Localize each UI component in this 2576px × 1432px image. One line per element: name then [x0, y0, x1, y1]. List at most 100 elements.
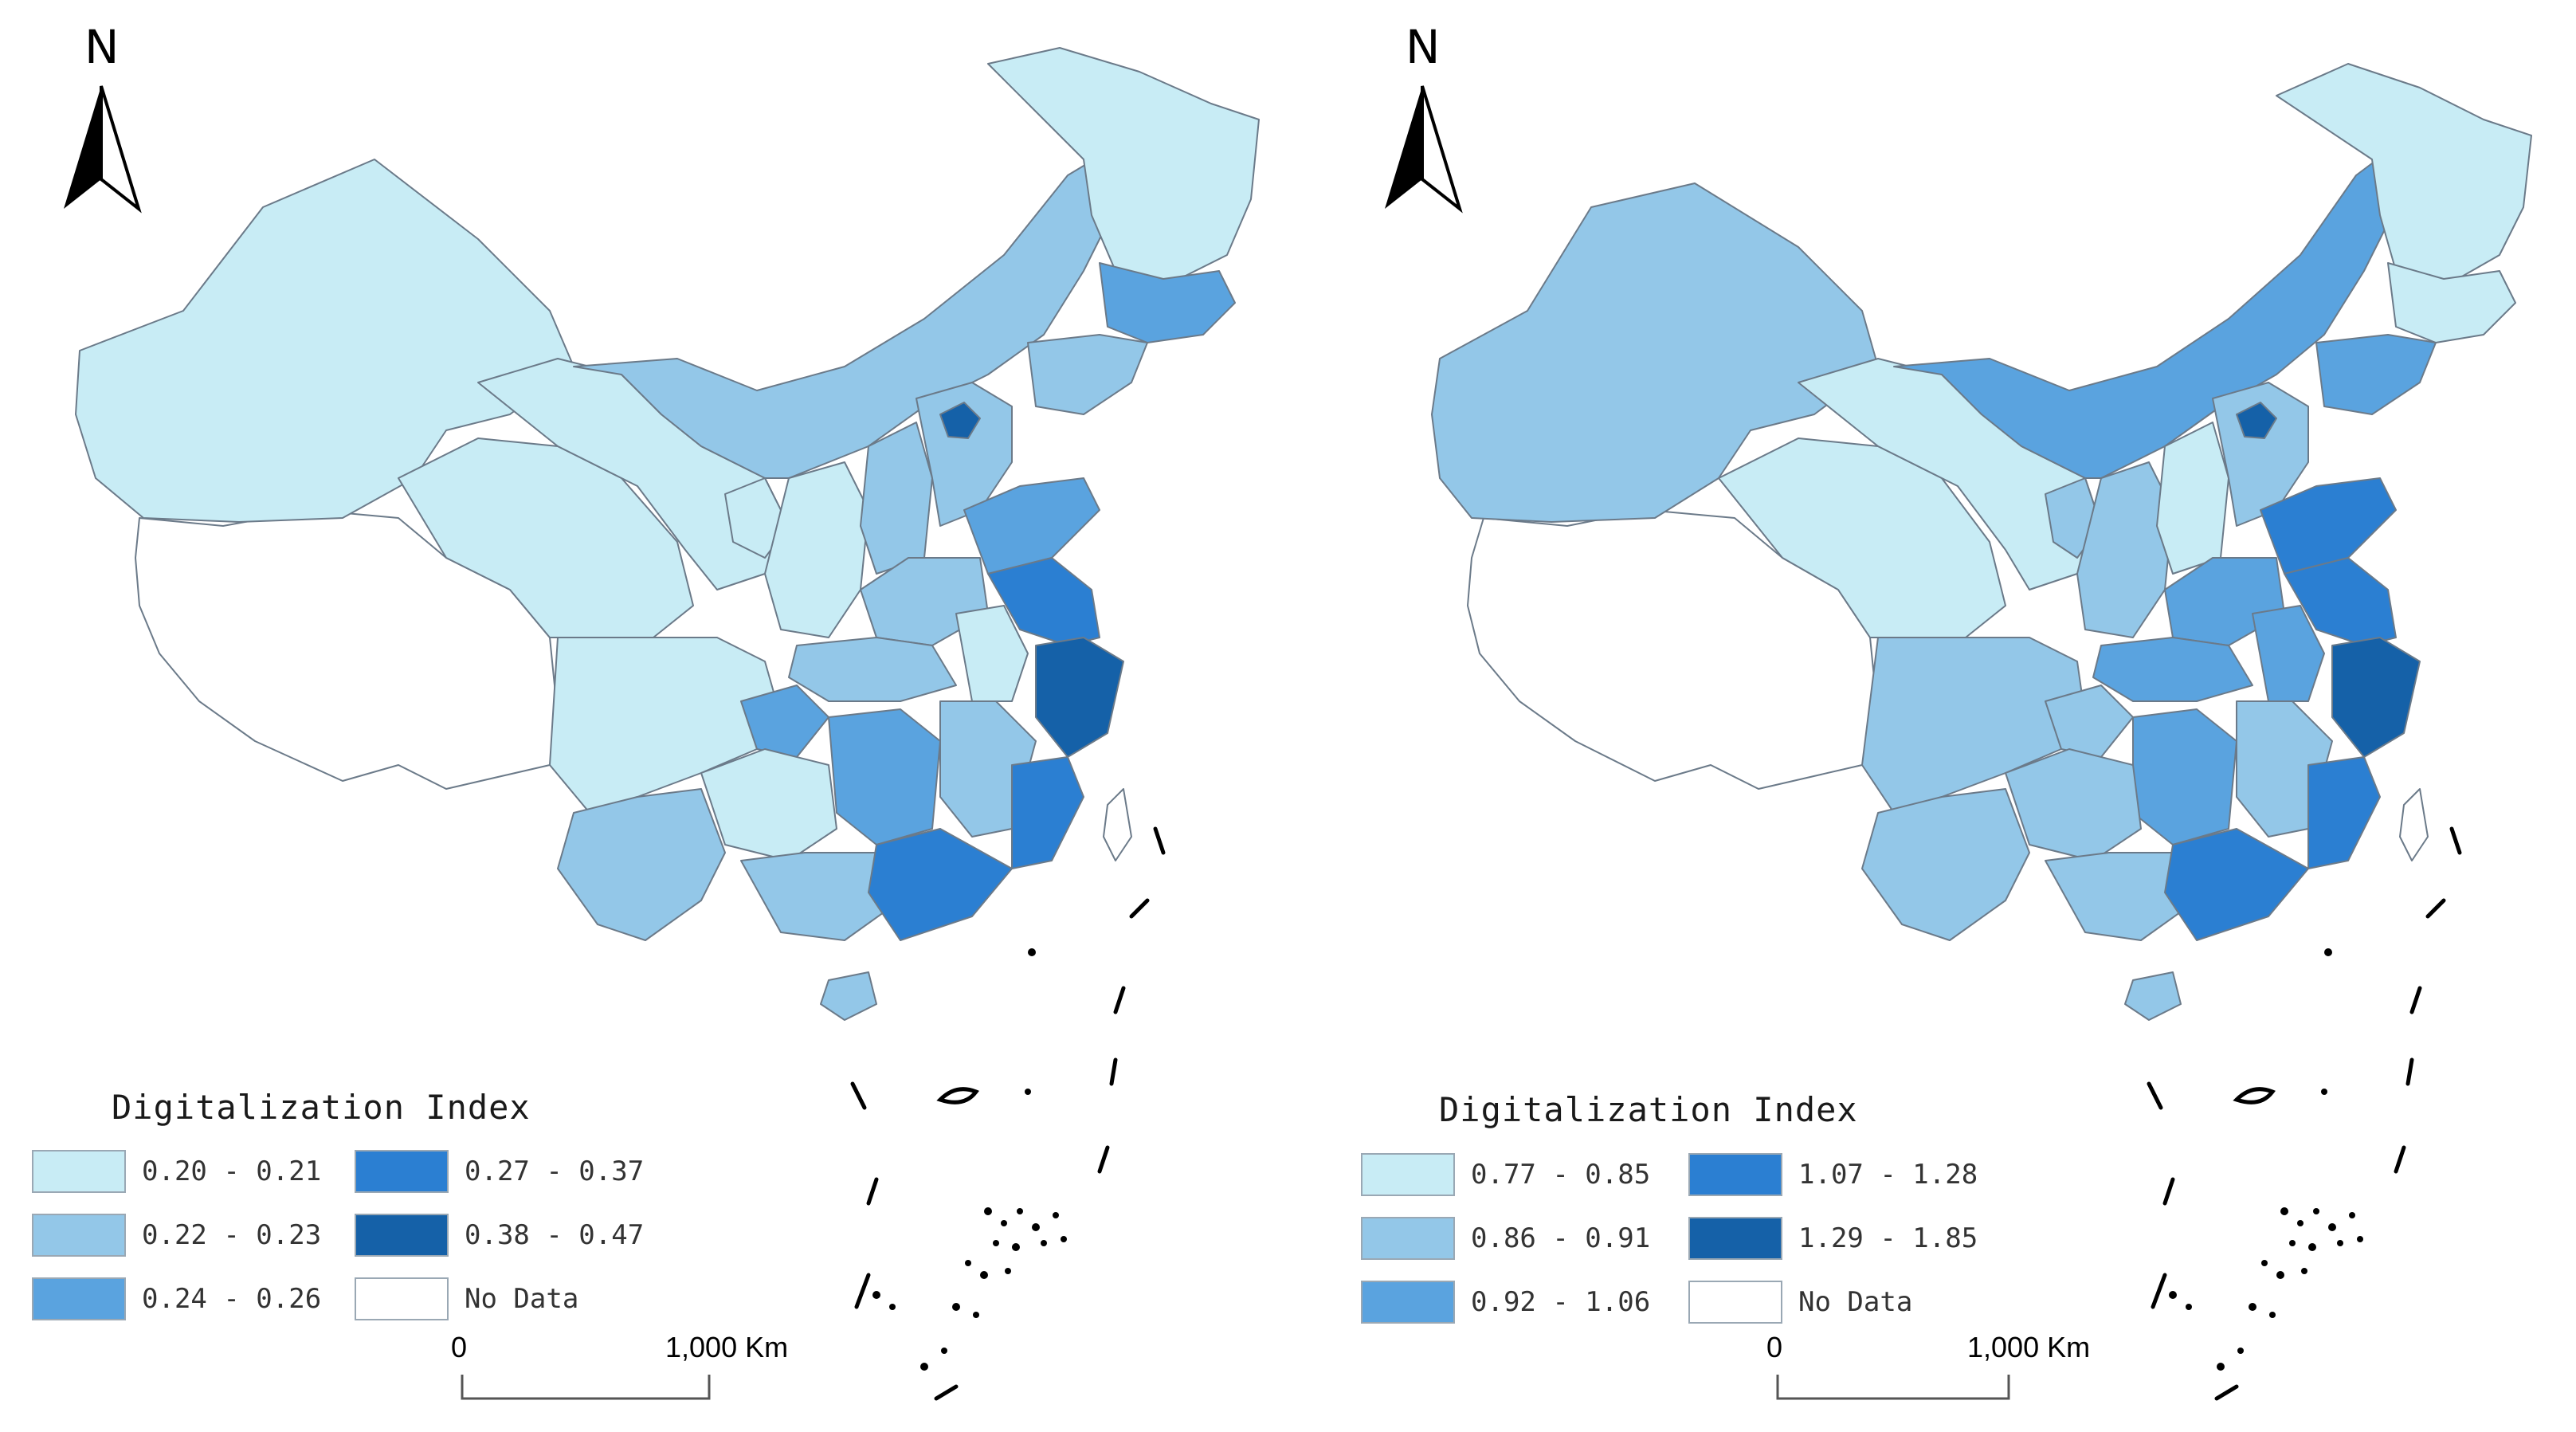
- region-beijing: [2236, 402, 2277, 439]
- legend-swatch: [1688, 1217, 1782, 1260]
- south-sea-boundary: [2147, 826, 2462, 1401]
- legend-item: 0.27 - 0.37: [355, 1148, 644, 1195]
- region-inner-mongolia: [573, 151, 1116, 479]
- region-shanxi: [860, 422, 933, 575]
- region-guangdong: [2164, 828, 2309, 941]
- region-beijing: [939, 402, 981, 439]
- region-anhui: [955, 605, 1029, 702]
- legend-item: 1.07 - 1.28: [1688, 1151, 1978, 1199]
- legend-label: 1.07 - 1.28: [1798, 1159, 1978, 1191]
- region-guizhou: [700, 748, 837, 861]
- region-shaanxi: [764, 461, 869, 638]
- legend-item: 0.86 - 0.91: [1361, 1214, 1650, 1262]
- legend-item: 1.29 - 1.85: [1688, 1214, 1978, 1262]
- region-qinghai: [398, 437, 694, 638]
- scale-start-label: 0: [1766, 1331, 1783, 1363]
- legend-label: 0.92 - 1.06: [1471, 1286, 1651, 1318]
- region-xinjiang: [1431, 182, 1879, 523]
- legend-label: No Data: [1798, 1286, 1913, 1318]
- north-arrow-icon: [1385, 85, 1463, 214]
- legend-swatch: [355, 1214, 449, 1257]
- choropleth-map-right: [1385, 63, 2532, 1401]
- region-heilongjiang: [987, 47, 1260, 288]
- region-hainan: [820, 971, 877, 1021]
- legend-label: 1.29 - 1.85: [1798, 1222, 1978, 1254]
- region-hunan: [2132, 708, 2237, 845]
- legend-swatch: [32, 1150, 126, 1193]
- legend-swatch: [1688, 1153, 1782, 1196]
- region-chongqing: [2045, 685, 2134, 758]
- region-tibet: [135, 509, 559, 790]
- region-heilongjiang: [2276, 63, 2532, 288]
- legend-swatch: [1361, 1281, 1455, 1324]
- region-liaoning: [1027, 334, 1148, 415]
- legend-item: 0.38 - 0.47: [355, 1211, 644, 1259]
- map-panel-left: N Digitalization Index 0.20 - 0.21 0.22 …: [32, 20, 1260, 1401]
- south-sea-islands: [872, 948, 1067, 1371]
- region-xinjiang: [75, 159, 574, 523]
- legend-item: 0.22 - 0.23: [32, 1211, 321, 1259]
- region-fujian: [2307, 756, 2381, 869]
- north-arrow-icon: [64, 85, 142, 214]
- north-label: N: [84, 20, 120, 74]
- legend-swatch: [1688, 1281, 1782, 1324]
- region-hebei: [2212, 382, 2309, 527]
- region-tibet: [1467, 509, 1879, 790]
- region-fujian: [1011, 756, 1084, 869]
- region-jilin: [1099, 262, 1236, 343]
- legend-item: No Data: [1688, 1278, 1912, 1326]
- north-label: N: [1406, 20, 1441, 74]
- region-zhejiang: [1035, 637, 1124, 758]
- south-sea-boundary: [850, 826, 1166, 1401]
- legend-item: 0.20 - 0.21: [32, 1148, 321, 1195]
- legend-swatch: [32, 1214, 126, 1257]
- legend-label: 0.22 - 0.23: [142, 1219, 322, 1251]
- south-sea-islands: [2169, 948, 2363, 1371]
- region-chongqing: [740, 685, 829, 758]
- scale-end-label: 1,000 Km: [1967, 1331, 2091, 1363]
- choropleth-map-left: [64, 47, 1260, 1401]
- legend-label: 0.27 - 0.37: [465, 1155, 645, 1187]
- region-jilin: [2387, 262, 2516, 343]
- legend-item: 0.77 - 0.85: [1361, 1151, 1650, 1199]
- legend-label: 0.24 - 0.26: [142, 1283, 322, 1315]
- region-shaanxi: [2076, 461, 2174, 638]
- region-hainan: [2124, 971, 2182, 1021]
- region-shanxi: [2156, 422, 2229, 575]
- legend-label: 0.20 - 0.21: [142, 1155, 322, 1187]
- region-yunnan: [557, 788, 726, 941]
- legend-swatch: [32, 1277, 126, 1320]
- legend-title: Digitalization Index: [1439, 1090, 1858, 1129]
- region-taiwan: [1103, 788, 1132, 861]
- region-hebei: [916, 382, 1013, 527]
- region-jiangsu: [987, 557, 1100, 646]
- region-hubei: [788, 637, 957, 702]
- region-yunnan: [1861, 788, 2030, 941]
- legend-title: Digitalization Index: [112, 1088, 531, 1127]
- legend-swatch: [1361, 1217, 1455, 1260]
- region-jiangsu: [2284, 557, 2397, 646]
- map-panel-right: N Digitalization Index 0.77 - 0.85 0.86 …: [1288, 0, 2576, 1432]
- legend-item: 0.92 - 1.06: [1361, 1278, 1650, 1326]
- region-inner-mongolia: [1893, 151, 2397, 479]
- legend-item: No Data: [355, 1275, 578, 1323]
- scale-end-label: 1,000 Km: [665, 1331, 789, 1363]
- region-guangdong: [868, 828, 1013, 941]
- region-anhui: [2252, 605, 2325, 702]
- scale-bar: [461, 1375, 711, 1400]
- scale-bar: [1776, 1375, 2010, 1400]
- legend-label: No Data: [465, 1283, 579, 1315]
- legend-label: 0.38 - 0.47: [465, 1219, 645, 1251]
- scale-start-label: 0: [451, 1331, 468, 1363]
- region-liaoning: [2315, 334, 2437, 415]
- region-zhejiang: [2331, 637, 2421, 758]
- legend-swatch: [1361, 1153, 1455, 1196]
- legend-label: 0.77 - 0.85: [1471, 1159, 1651, 1191]
- legend-item: 0.24 - 0.26: [32, 1275, 321, 1323]
- region-hunan: [828, 708, 941, 845]
- legend-swatch: [355, 1277, 449, 1320]
- region-guizhou: [2005, 748, 2142, 861]
- region-taiwan: [2399, 788, 2429, 861]
- region-qinghai: [1718, 437, 2006, 638]
- legend-label: 0.86 - 0.91: [1471, 1222, 1651, 1254]
